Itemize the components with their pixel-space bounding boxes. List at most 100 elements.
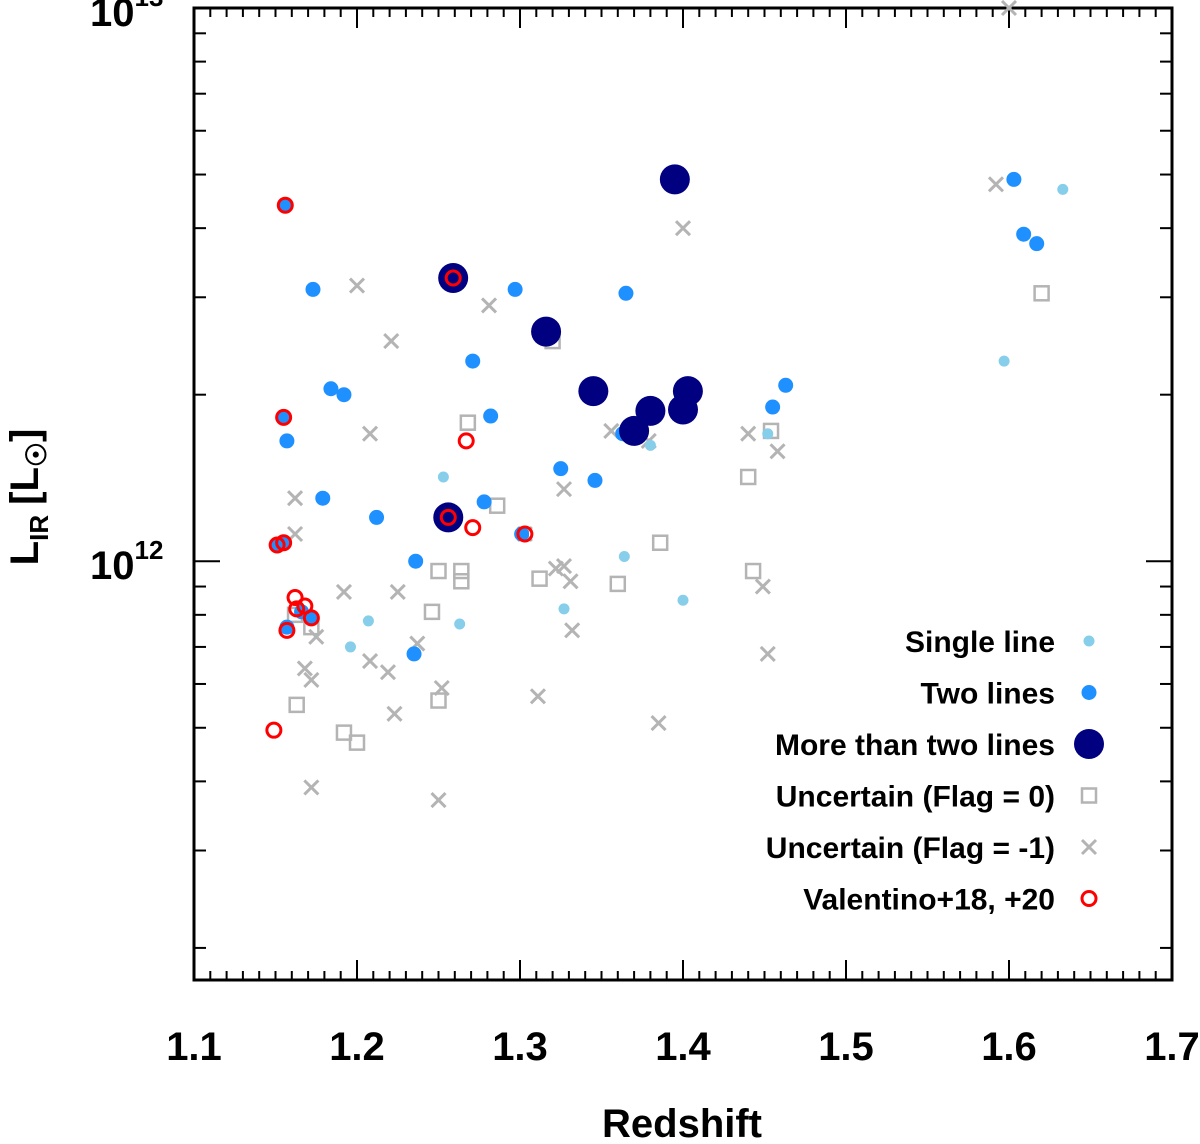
data-point-flagm1 bbox=[740, 425, 757, 442]
data-point-flagm1 bbox=[286, 490, 304, 507]
data-point-valentino bbox=[275, 534, 293, 552]
y-tick-label: 1013 bbox=[90, 0, 163, 35]
data-point-two bbox=[1006, 171, 1022, 187]
data-point-single bbox=[344, 641, 356, 653]
data-point-two bbox=[1016, 226, 1032, 242]
data-point-more bbox=[433, 502, 464, 533]
data-point-flagm1 bbox=[361, 653, 379, 670]
data-point-flagm1 bbox=[674, 220, 692, 237]
data-points bbox=[265, 0, 1069, 809]
data-point-single bbox=[437, 471, 449, 483]
data-point-flag0 bbox=[744, 562, 762, 580]
x-tick-label: 1.6 bbox=[981, 1025, 1037, 1069]
data-point-flag0 bbox=[1033, 285, 1050, 302]
data-point-flag0 bbox=[335, 724, 353, 741]
data-point-flagm1 bbox=[555, 481, 573, 498]
x-tick-label: 1.7 bbox=[1144, 1025, 1200, 1069]
data-point-valentino bbox=[439, 508, 457, 526]
legend-label-more: More than two lines bbox=[775, 729, 1055, 762]
legend-label-single: Single line bbox=[905, 626, 1055, 659]
legend-label-valentino: Valentino+18, +20 bbox=[803, 884, 1055, 917]
data-point-flagm1 bbox=[386, 705, 403, 722]
data-point-flagm1 bbox=[754, 578, 771, 595]
data-point-two bbox=[408, 553, 424, 569]
data-point-single bbox=[644, 439, 656, 451]
data-point-valentino bbox=[276, 196, 294, 214]
data-point-flagm1 bbox=[987, 176, 1005, 193]
y-axis-label-unit-sub: ☉ bbox=[21, 442, 52, 467]
data-point-flagm1 bbox=[562, 573, 579, 590]
data-point-two bbox=[476, 494, 492, 510]
legend-marker-valentino bbox=[1080, 890, 1098, 907]
data-point-flag0 bbox=[459, 414, 477, 431]
axes: 1.1 1.2 1.3 1.4 1.5 1.6 1.7 1012 1013 bbox=[90, 0, 1200, 1069]
data-point-flagm1 bbox=[555, 558, 573, 575]
data-point-more bbox=[619, 415, 650, 446]
data-point-flagm1 bbox=[480, 297, 498, 314]
data-point-valentino bbox=[444, 269, 462, 287]
data-point-more bbox=[578, 376, 609, 407]
data-point-flagm1 bbox=[430, 792, 447, 809]
data-point-flagm1 bbox=[361, 425, 379, 442]
legend: Single line Two lines More than two lines U… bbox=[766, 626, 1104, 917]
y-axis-label-unit-close: ] bbox=[3, 429, 47, 442]
data-point-two bbox=[507, 281, 523, 297]
data-point-valentino bbox=[288, 600, 306, 618]
data-point-flag0 bbox=[453, 562, 470, 580]
data-point-two bbox=[587, 472, 603, 488]
data-point-flag0 bbox=[488, 497, 506, 514]
data-point-two bbox=[553, 461, 569, 477]
data-point-single bbox=[1057, 183, 1069, 195]
y-axis-label-main: L bbox=[3, 541, 47, 565]
data-point-flagm1 bbox=[303, 779, 320, 796]
data-point-two bbox=[279, 433, 295, 449]
data-point-two bbox=[778, 377, 794, 393]
legend-marker-more bbox=[1074, 729, 1104, 759]
data-point-valentino bbox=[457, 432, 475, 450]
data-point-flagm1 bbox=[303, 671, 320, 689]
y-tick-label: 1012 bbox=[90, 535, 163, 588]
data-point-flagm1 bbox=[389, 583, 406, 601]
y-axis-label-unit: [L bbox=[3, 467, 47, 505]
legend-label-flag0: Uncertain (Flag = 0) bbox=[776, 781, 1055, 814]
data-point-valentino bbox=[275, 408, 293, 426]
data-point-valentino bbox=[302, 609, 320, 627]
data-point-valentino bbox=[265, 721, 283, 739]
data-point-single bbox=[762, 428, 774, 440]
data-point-valentino bbox=[278, 621, 296, 639]
data-point-flag0 bbox=[423, 603, 441, 621]
data-point-valentino bbox=[464, 519, 482, 537]
y-axis-label: LIR [L☉] bbox=[3, 429, 54, 566]
data-point-flag0 bbox=[430, 692, 447, 709]
data-point-flag0 bbox=[609, 575, 627, 593]
data-point-valentino bbox=[516, 525, 534, 543]
data-point-single bbox=[677, 594, 689, 606]
data-point-flagm1 bbox=[379, 664, 397, 681]
data-point-single bbox=[454, 618, 466, 630]
legend-marker-single bbox=[1083, 635, 1095, 647]
data-point-single bbox=[998, 355, 1010, 367]
data-point-flag0 bbox=[453, 573, 470, 590]
data-point-two bbox=[1029, 236, 1045, 252]
x-tick-label: 1.1 bbox=[166, 1025, 222, 1069]
data-point-flag0 bbox=[651, 534, 669, 551]
data-point-two bbox=[406, 646, 422, 662]
data-point-two bbox=[315, 490, 331, 506]
legend-marker-flagm1 bbox=[1080, 838, 1098, 856]
data-point-more bbox=[635, 395, 666, 426]
legend-label-flagm1: Uncertain (Flag = -1) bbox=[766, 832, 1055, 865]
data-point-flag0 bbox=[430, 562, 447, 580]
data-point-valentino bbox=[286, 588, 304, 606]
data-point-single bbox=[362, 615, 374, 627]
data-point-flagm1 bbox=[769, 443, 786, 460]
data-point-two bbox=[276, 409, 292, 425]
data-point-single bbox=[618, 550, 630, 562]
data-point-two bbox=[483, 408, 499, 424]
data-point-two bbox=[465, 353, 481, 369]
data-point-flagm1 bbox=[296, 660, 313, 677]
data-point-single bbox=[558, 603, 570, 615]
data-point-two bbox=[618, 285, 634, 301]
data-point-two bbox=[765, 399, 781, 415]
legend-label-two: Two lines bbox=[921, 678, 1055, 711]
data-point-two bbox=[277, 197, 293, 213]
